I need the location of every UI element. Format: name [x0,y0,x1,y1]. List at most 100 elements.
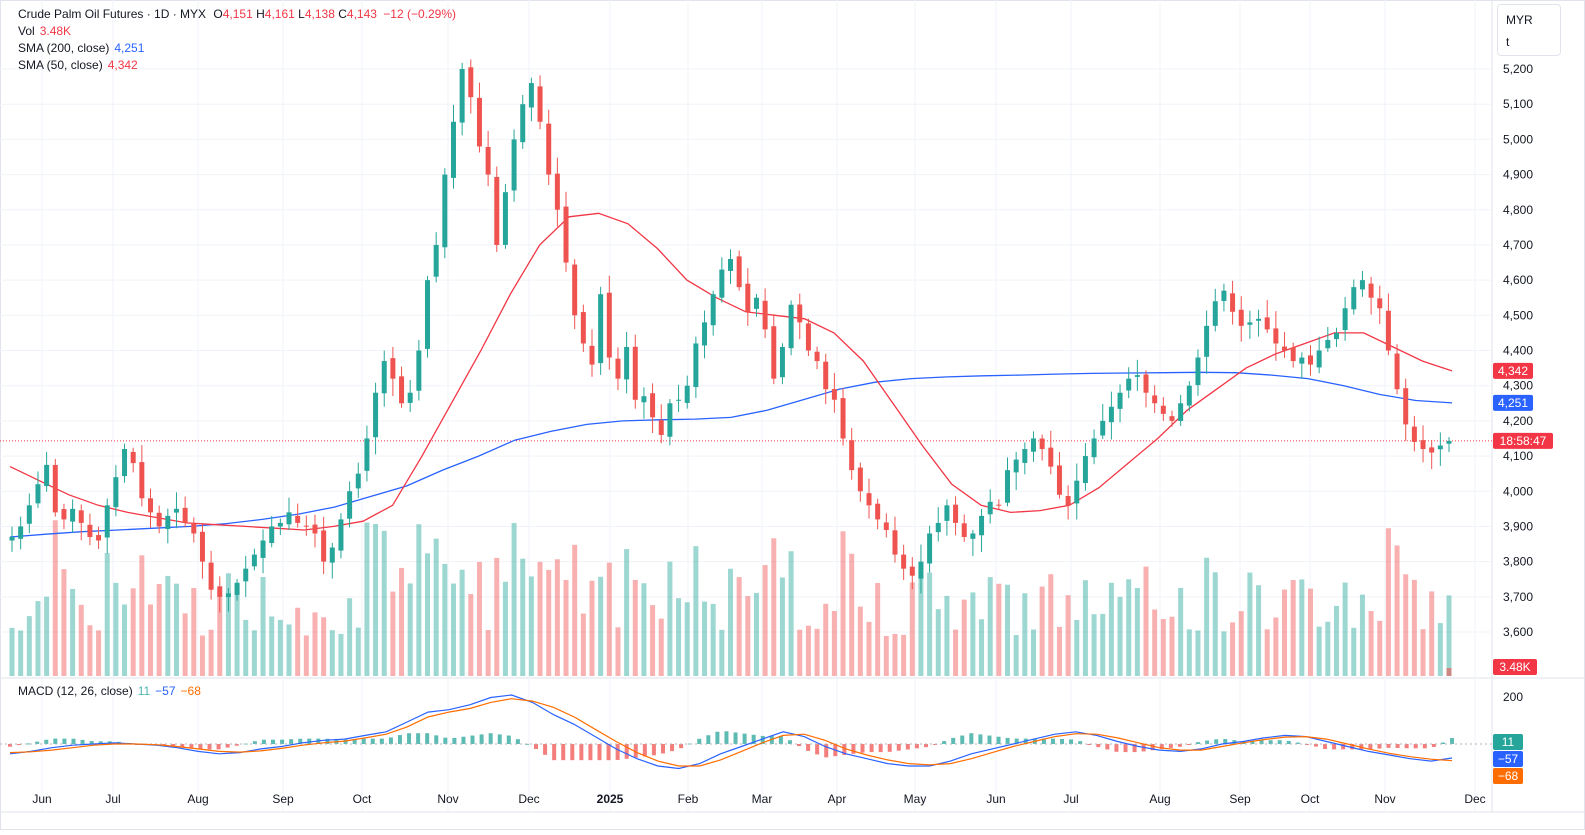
volume-bar [719,629,725,676]
macd-hist-bar [370,738,375,744]
open-label: O [213,7,223,21]
time-tick-label: Dec [518,792,539,806]
candle-body [1022,449,1028,463]
candle-body [1074,480,1080,504]
currency-selector[interactable]: MYR t [1497,4,1561,56]
volume-bar [1100,613,1106,676]
close-value: 4,143 [346,7,377,21]
candle-body [901,554,907,569]
candle-body [96,535,102,541]
macd-hist-bar [1277,740,1282,744]
signal-badge-bg [1493,768,1523,784]
macd-hist-bar [89,741,94,744]
macd-hist-bar [978,734,983,744]
price-tick-label: 3,800 [1503,555,1533,569]
macd-hist-bar [1041,738,1046,744]
volume-bar [805,625,811,676]
macd-hist-bar [679,744,684,749]
time-tick-label: May [904,792,927,806]
volume-bar [1126,579,1132,676]
candle-body [1437,445,1443,450]
volume-bar [312,612,318,676]
macd-hist-bar [887,744,892,752]
sma200-line [9,371,1453,538]
candle-body [805,323,811,351]
candle-body [1429,447,1435,453]
volume-legend[interactable]: Vol 3.48K [18,23,71,40]
volume-bar [641,583,647,676]
sma200-legend-value: 4,251 [114,41,145,55]
candle-body [987,501,993,515]
macd-hist-bar [1404,744,1409,749]
volume-bar [70,588,76,676]
currency-label: MYR [1506,13,1533,27]
volume-bar [381,530,387,676]
macd-hist-bar [914,744,919,749]
candle-body [641,396,647,403]
candle-body [208,562,214,590]
macd-legend[interactable]: MACD (12, 26, close) 11 −57 −68 [18,683,201,700]
price-badges: 4,342 4,251 18:58:47 3.48K 11 −57 −68 [1493,362,1553,784]
volume-bar [1074,619,1080,676]
macd-hist-bar [1132,744,1137,753]
volume-bar [269,616,275,676]
candle-body [563,206,569,263]
volume-bar [736,577,742,676]
macd-hist-bar [534,744,539,749]
sma200-legend[interactable]: SMA (200, close) 4,251 [18,40,144,57]
change-value: −12 (−0.29%) [383,7,456,21]
sma50-legend[interactable]: SMA (50, close) 4,342 [18,57,138,74]
volume-bar [277,619,283,676]
candle-body [225,593,231,598]
candle-body [199,531,205,562]
macd-hist-bar [98,741,103,744]
log-toggle[interactable]: t [1506,35,1510,49]
candle-body [295,515,301,523]
macd-hist-bar [869,744,874,753]
volume-bar [831,610,837,676]
candle-body [269,526,275,544]
macd-hist-bar [407,733,412,744]
candle-body [1351,287,1357,310]
macd-hist-bar [923,744,928,748]
volume-bar [1238,611,1244,676]
macd-legend-label: MACD (12, 26, close) [18,684,133,698]
candle-body [996,504,1002,506]
high-label: H [256,7,265,21]
price-tick-label: 4,300 [1503,379,1533,393]
candle-body [1212,301,1218,326]
candle-body [823,361,829,390]
candle-body [399,376,405,404]
candle-body [961,523,967,537]
macd-hist-bar [1014,738,1019,744]
time-tick-label: Oct [1301,792,1320,806]
volume-bar [814,628,820,676]
volume-bar [476,561,482,676]
volume-bar [1420,629,1426,676]
candle-body [312,524,318,534]
macd-hist-bar [851,744,856,754]
macd-hist-bar [1250,740,1255,744]
symbol-title[interactable]: Crude Palm Oil Futures · 1D · MYX [18,7,207,21]
macd-hist-bar [1295,742,1300,744]
volume-bar [676,598,682,676]
volume-bar [563,579,569,676]
candle-body [459,69,465,123]
volume-bar [18,630,24,676]
macd-axis-label: 200 [1503,690,1523,704]
volume-bar [1307,588,1313,676]
candle-body [693,343,699,388]
volume-bar [927,572,933,676]
candle-body [511,139,517,191]
candle-body [1013,459,1019,473]
macd-hist-bar [261,739,266,744]
macd-hist-bar [325,738,330,744]
volume-bar [823,603,829,676]
macd-hist-bar [388,737,393,744]
volume-bar [1325,621,1331,676]
signal-badge: −68 [1493,768,1523,784]
candle-body [684,385,690,403]
price-tick-label: 4,400 [1503,344,1533,358]
